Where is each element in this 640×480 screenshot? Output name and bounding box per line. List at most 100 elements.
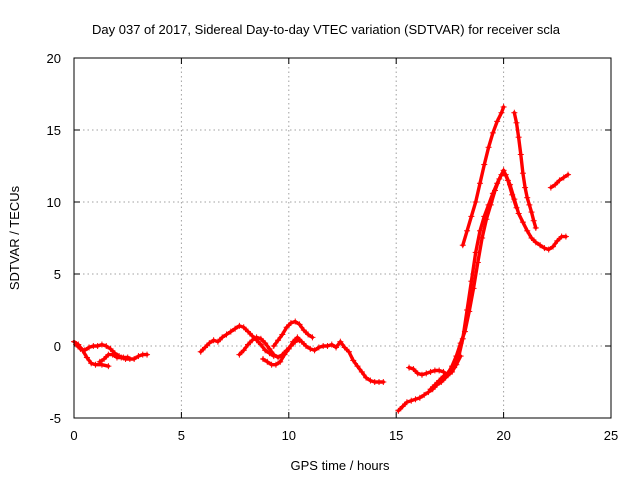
series-arc-5 (270, 318, 316, 349)
data-point (517, 151, 524, 158)
data-point (515, 210, 522, 217)
series-arc-10 (511, 109, 539, 231)
x-tick-label: 20 (496, 428, 510, 443)
data-point (414, 370, 421, 377)
data-point (350, 357, 357, 364)
data-point (285, 345, 292, 352)
axis-ticks: 0 5 10 15 20 25 -5 0 5 10 15 20 (47, 51, 619, 443)
data-point (440, 373, 447, 380)
y-tick-label: -5 (49, 411, 61, 426)
x-tick-label: 25 (604, 428, 618, 443)
data-point (406, 364, 413, 371)
series-trace (272, 319, 315, 348)
y-tick-label: 10 (47, 195, 61, 210)
data-point (532, 224, 539, 231)
data-point (354, 363, 361, 370)
data-point (358, 368, 365, 375)
data-point (253, 334, 260, 341)
data-point (421, 391, 428, 398)
data-point (550, 243, 557, 250)
data-point (541, 245, 548, 252)
data-point (524, 194, 531, 201)
data-point (275, 354, 282, 361)
series-arc-9 (459, 103, 507, 249)
data-point (214, 338, 221, 345)
data-point (144, 351, 151, 358)
data-point (88, 360, 95, 367)
data-point (436, 367, 443, 374)
data-point (275, 337, 282, 344)
data-point (270, 351, 277, 358)
data-point (513, 204, 520, 211)
series-arc-8 (427, 167, 520, 393)
data-point (492, 187, 499, 194)
data-point (302, 343, 309, 349)
data-point (496, 175, 503, 182)
data-point (206, 340, 213, 347)
data-point (92, 361, 99, 368)
data-point (449, 363, 456, 370)
data-point (560, 174, 567, 181)
data-point (107, 345, 114, 352)
data-point (515, 134, 522, 141)
data-point (474, 259, 481, 266)
data-point (403, 399, 410, 406)
data-point (511, 109, 518, 116)
data-point (423, 370, 430, 377)
data-point (416, 394, 423, 401)
data-point (418, 371, 425, 378)
data-point (487, 201, 494, 208)
data-point (410, 366, 417, 373)
data-point (118, 354, 125, 361)
data-point (279, 331, 286, 338)
plot-frame (73, 57, 612, 419)
data-point (509, 191, 516, 198)
data-point (522, 184, 529, 191)
data-point (453, 353, 460, 360)
data-point (472, 199, 479, 205)
data-point (135, 353, 142, 360)
data-point (101, 355, 108, 362)
data-point (324, 343, 331, 349)
data-point (264, 358, 271, 365)
data-point (459, 242, 466, 249)
data-point (476, 180, 483, 187)
y-axis-label: SDTVAR / TECUs (7, 185, 22, 290)
data-point (513, 119, 520, 126)
data-point (262, 340, 269, 347)
data-point (341, 344, 348, 351)
data-point (105, 363, 112, 370)
data-point (81, 347, 88, 354)
data-point (554, 237, 561, 244)
series-arc-6 (395, 171, 569, 414)
data-point (562, 233, 569, 240)
data-point (337, 338, 344, 345)
data-point (489, 129, 496, 136)
data-point (77, 345, 84, 352)
data-point (244, 328, 251, 335)
data-point (485, 144, 492, 151)
data-point (86, 344, 93, 351)
data-point (399, 403, 406, 410)
data-point (427, 386, 434, 393)
data-point (202, 344, 209, 351)
data-point (468, 213, 475, 220)
data-point (290, 338, 297, 345)
data-point (298, 338, 305, 345)
data-point (249, 337, 256, 344)
data-point (464, 227, 471, 234)
data-point (283, 324, 290, 331)
data-point (232, 325, 239, 332)
grid-lines (74, 58, 611, 418)
data-point (333, 344, 340, 351)
series-arc-11 (547, 171, 572, 191)
data-point (103, 343, 110, 349)
data-point (466, 308, 473, 315)
data-point (476, 227, 483, 234)
data-point (262, 347, 269, 354)
data-point (457, 340, 464, 347)
data-point (470, 285, 477, 292)
data-point (500, 103, 507, 110)
data-point (223, 331, 230, 338)
